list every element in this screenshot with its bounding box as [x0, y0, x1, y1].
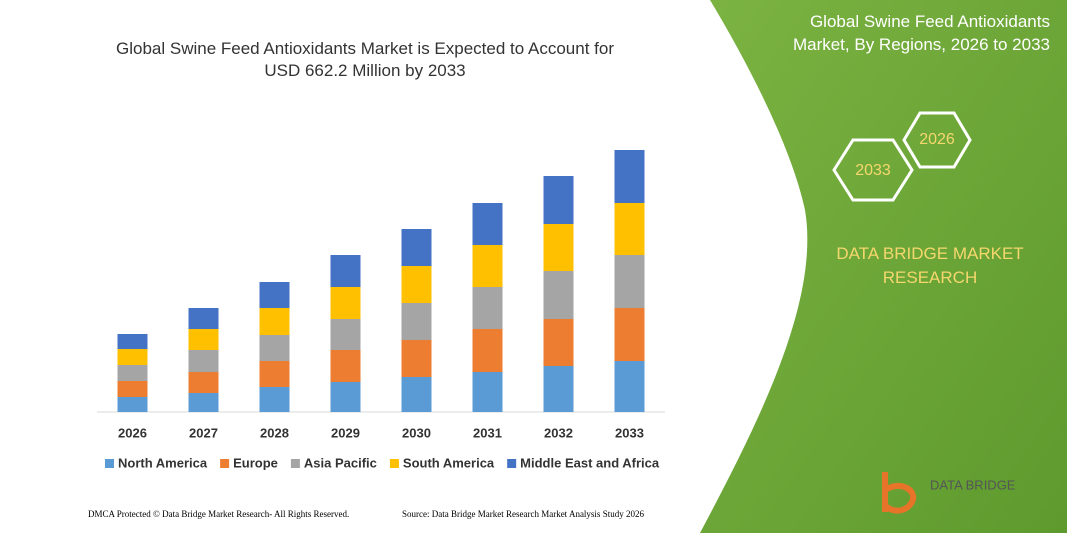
- bar-segment: [117, 381, 148, 397]
- x-tick-label: 2029: [331, 425, 360, 440]
- bar-segment: [401, 340, 432, 377]
- bar-segment: [259, 308, 290, 335]
- panel-title: Global Swine Feed Antioxidants Market, B…: [792, 12, 1050, 54]
- hexagon: [832, 138, 914, 202]
- logo-icon: [882, 472, 917, 514]
- hex-label: 2026: [919, 131, 955, 148]
- legend-swatch: [220, 459, 230, 468]
- legend-label: Asia Pacific: [304, 455, 377, 470]
- x-tick-label: 2032: [544, 425, 573, 440]
- bar-segment: [401, 266, 432, 303]
- x-tick-label: 2030: [402, 425, 431, 440]
- bar-segment: [401, 377, 432, 412]
- bar-segment: [472, 203, 503, 245]
- bar-segment: [401, 303, 432, 340]
- legend-label: Middle East and Africa: [520, 455, 660, 470]
- bar-segment: [472, 245, 503, 287]
- bar-segment: [259, 282, 290, 308]
- legend-swatch: [290, 459, 300, 468]
- bar-segment: [543, 366, 574, 412]
- bar-segment: [330, 350, 361, 382]
- legend-swatch: [507, 459, 517, 468]
- logo-text: DATA BRIDGE: [930, 477, 1016, 492]
- bar-segment: [117, 349, 148, 365]
- bar-segment: [543, 271, 574, 319]
- brand: DATA BRIDGE MARKET RESEARCH: [836, 244, 1024, 287]
- x-tick-label: 2033: [615, 425, 644, 440]
- legend-swatch: [389, 459, 399, 468]
- bar-segment: [543, 224, 574, 271]
- bar-segment: [472, 372, 503, 412]
- bar-segment: [188, 393, 219, 412]
- bar-segment: [330, 255, 361, 287]
- bar-segment: [259, 335, 290, 361]
- bar-segment: [188, 350, 219, 372]
- footer-left: DMCA Protected © Data Bridge Market Rese…: [88, 509, 349, 519]
- bar-segment: [259, 361, 290, 387]
- bar-segment: [188, 329, 219, 350]
- x-tick-label: 2027: [189, 425, 218, 440]
- bar-segment: [401, 229, 432, 266]
- x-tick-label: 2031: [473, 425, 502, 440]
- bar-segment: [117, 334, 148, 349]
- hexagon: [902, 111, 972, 169]
- bar-segment: [472, 287, 503, 329]
- legend-swatch: [105, 459, 114, 468]
- hex-label: 2033: [855, 162, 891, 179]
- bar-segment: [543, 176, 574, 224]
- bar-segment: [543, 319, 574, 366]
- bar-segment: [614, 203, 645, 255]
- legend-label: Europe: [233, 455, 278, 470]
- bar-segment: [330, 319, 361, 350]
- bar-segment: [330, 287, 361, 319]
- legend-label: South America: [403, 455, 495, 470]
- bar-segment: [614, 361, 645, 412]
- bar-segment: [117, 365, 148, 381]
- bar-segment: [188, 372, 219, 393]
- bar-segment: [117, 397, 148, 412]
- x-tick-label: 2026: [118, 425, 147, 440]
- bar-segment: [614, 255, 645, 308]
- bar-segment: [188, 308, 219, 329]
- bar-segment: [614, 308, 645, 361]
- bar-segment: [472, 329, 503, 372]
- legend-label: North America: [118, 455, 208, 470]
- bar-segment: [330, 382, 361, 412]
- x-tick-label: 2028: [260, 425, 289, 440]
- chart-title: Global Swine Feed Antioxidants Market is…: [116, 39, 614, 80]
- bar-segment: [259, 387, 290, 412]
- footer-right: Source: Data Bridge Market Research Mark…: [402, 509, 644, 519]
- bar-segment: [614, 150, 645, 203]
- green-panel: [700, 0, 1067, 533]
